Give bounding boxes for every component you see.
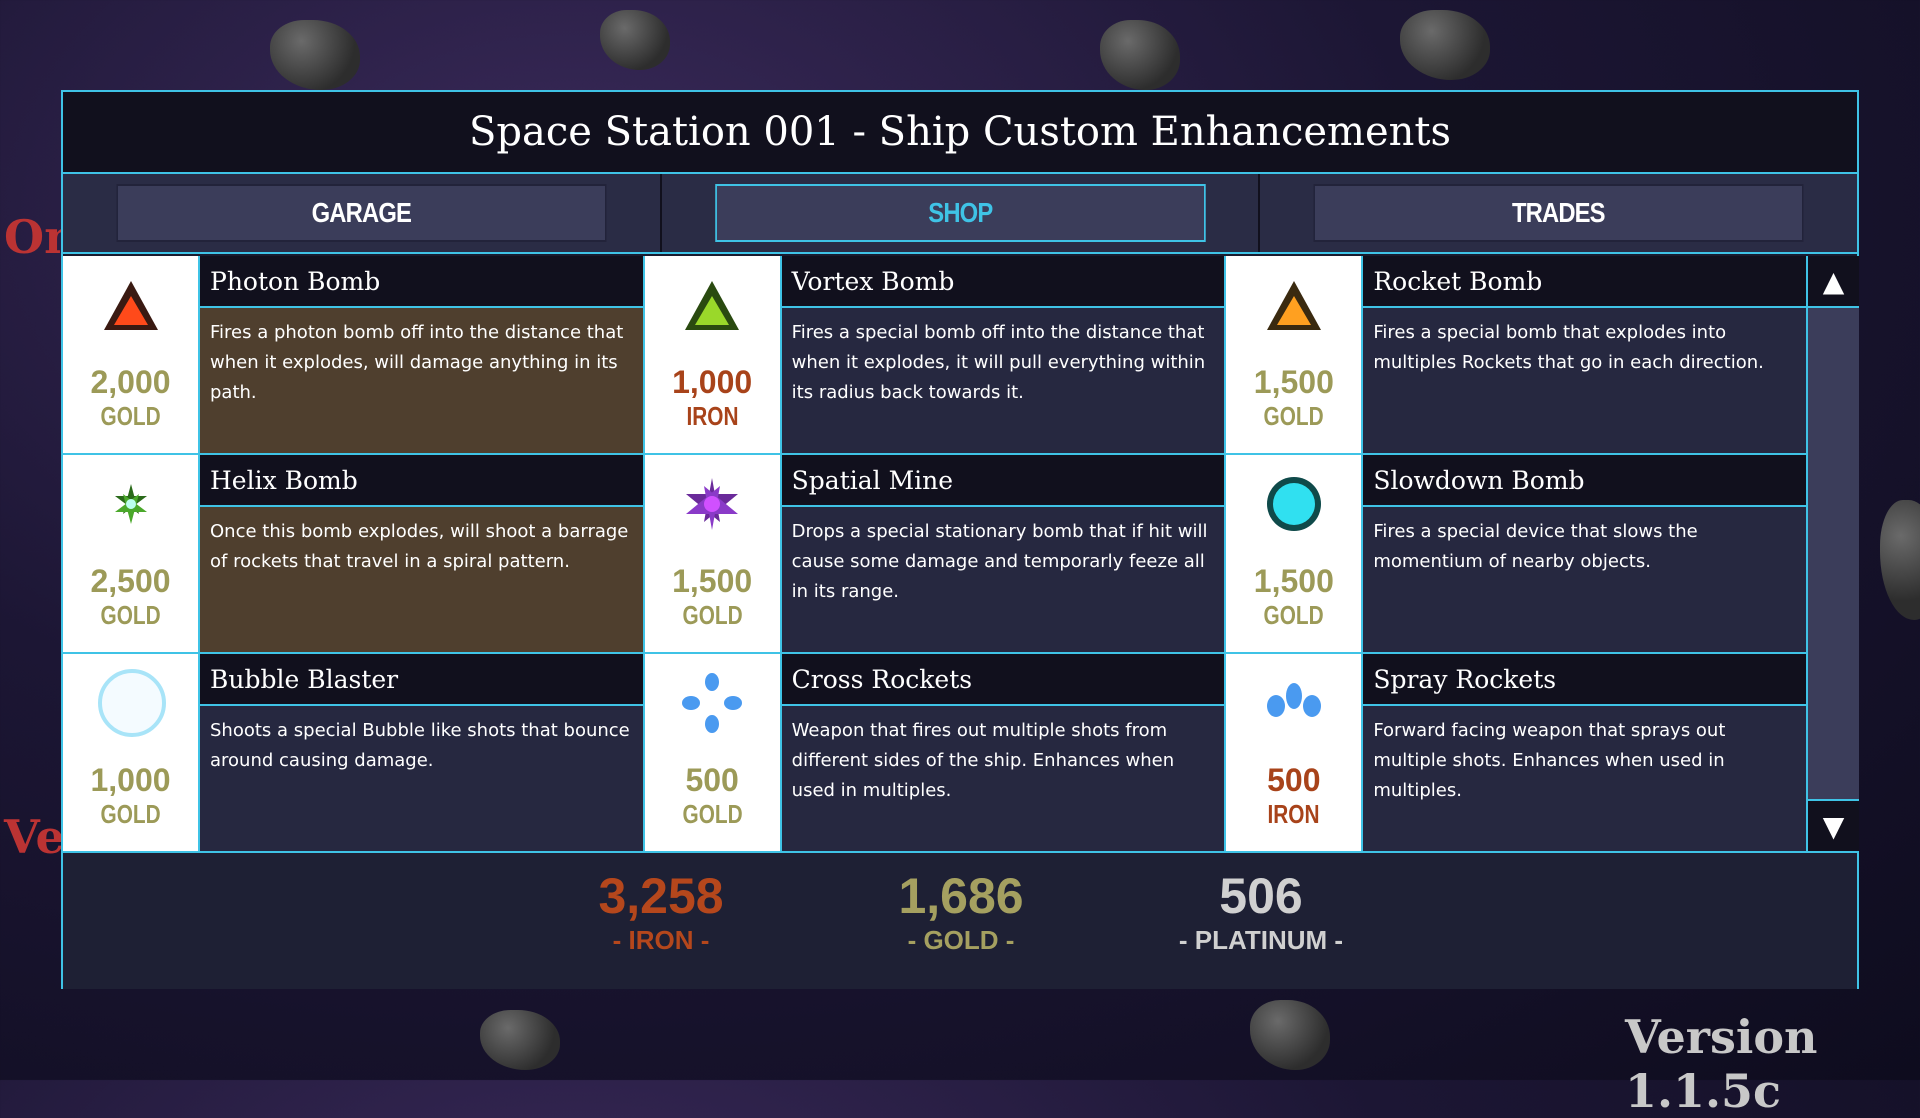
item-price: 1,000 xyxy=(672,364,753,400)
cyan-orb-icon xyxy=(1259,469,1329,539)
item-icon-cell[interactable]: 1,500 GOLD xyxy=(644,455,782,652)
resource-platinum: 506- PLATINUM - xyxy=(1161,867,1361,956)
item-icon-cell[interactable]: 500 GOLD xyxy=(644,654,782,851)
item-price: 1,000 xyxy=(90,762,171,798)
item-name: Rocket Bomb xyxy=(1363,256,1806,308)
item-name: Vortex Bomb xyxy=(781,256,1225,308)
resource-gold: 1,686- GOLD - xyxy=(861,867,1061,956)
resource-label: - GOLD - xyxy=(907,925,1015,955)
item-icon-cell[interactable]: 1,000 GOLD xyxy=(63,654,200,851)
scroll-up-button[interactable]: ▲ xyxy=(1808,256,1859,308)
shop-item-spray-rockets[interactable]: 500 IRON Spray Rockets Forward facing we… xyxy=(1226,654,1808,853)
resource-label: - IRON - xyxy=(612,925,710,955)
shop-panel: Space Station 001 - Ship Custom Enhancem… xyxy=(61,90,1859,989)
shop-item-photon-bomb[interactable]: 2,000 GOLD Photon Bomb Fires a photon bo… xyxy=(63,256,645,455)
asteroid xyxy=(1250,1000,1330,1070)
item-description: Weapon that fires out multiple shots fro… xyxy=(781,706,1225,851)
bg-text: Ve xyxy=(4,810,65,864)
item-price: 2,000 xyxy=(90,364,171,400)
scrollbar[interactable]: ▲ ▼ xyxy=(1808,256,1859,853)
item-description: Fires a photon bomb off into the distanc… xyxy=(200,308,643,453)
item-currency: GOLD xyxy=(100,799,161,829)
page-title: Space Station 001 - Ship Custom Enhancem… xyxy=(63,92,1857,174)
resource-footer: 3,258- IRON - 1,686- GOLD - 506- PLATINU… xyxy=(63,853,1857,989)
item-description: Fires a special device that slows the mo… xyxy=(1363,507,1806,652)
item-currency: GOLD xyxy=(100,401,161,431)
item-icon-cell[interactable]: 2,000 GOLD xyxy=(63,256,200,453)
item-currency: GOLD xyxy=(1263,600,1324,630)
bubble-icon xyxy=(96,668,166,738)
tab-garage[interactable]: GARAGE xyxy=(116,184,607,242)
resource-value: 506 xyxy=(1219,868,1303,924)
item-currency: IRON xyxy=(686,401,739,431)
item-price: 500 xyxy=(1267,762,1321,798)
shop-item-helix-bomb[interactable]: 2,500 GOLD Helix Bomb Once this bomb exp… xyxy=(63,455,645,654)
asteroid xyxy=(270,20,360,90)
item-description: Once this bomb explodes, will shoot a ba… xyxy=(200,507,643,652)
item-name: Bubble Blaster xyxy=(200,654,643,706)
item-name: Photon Bomb xyxy=(200,256,643,308)
cross-shots-icon xyxy=(677,668,747,738)
shop-item-rocket-bomb[interactable]: 1,500 GOLD Rocket Bomb Fires a special b… xyxy=(1226,256,1808,455)
item-currency: GOLD xyxy=(682,600,743,630)
asteroid xyxy=(480,1010,560,1070)
item-grid: 2,000 GOLD Photon Bomb Fires a photon bo… xyxy=(63,256,1808,853)
green-triangle-bomb-icon xyxy=(677,270,747,340)
shop-item-slowdown-bomb[interactable]: 1,500 GOLD Slowdown Bomb Fires a special… xyxy=(1226,455,1808,654)
asteroid xyxy=(1880,500,1920,620)
chevron-up-icon: ▲ xyxy=(1822,264,1845,298)
red-triangle-bomb-icon xyxy=(96,270,166,340)
item-price: 2,500 xyxy=(90,563,171,599)
item-price: 1,500 xyxy=(1253,563,1334,599)
item-name: Spatial Mine xyxy=(781,455,1225,507)
chevron-down-icon: ▼ xyxy=(1822,809,1845,843)
item-price: 1,500 xyxy=(1253,364,1334,400)
item-currency: IRON xyxy=(1267,799,1320,829)
item-icon-cell[interactable]: 1,000 IRON xyxy=(644,256,782,453)
asteroid xyxy=(1100,20,1180,90)
item-name: Cross Rockets xyxy=(781,654,1225,706)
item-icon-cell[interactable]: 500 IRON xyxy=(1226,654,1364,851)
item-name: Slowdown Bomb xyxy=(1363,455,1806,507)
item-price: 1,500 xyxy=(672,563,753,599)
tab-trades[interactable]: TRADES xyxy=(1313,184,1804,242)
item-description: Fires a special bomb that explodes into … xyxy=(1363,308,1806,453)
item-description: Forward facing weapon that sprays out mu… xyxy=(1363,706,1806,851)
shop-item-cross-rockets[interactable]: 500 GOLD Cross Rockets Weapon that fires… xyxy=(644,654,1227,853)
item-name: Helix Bomb xyxy=(200,455,643,507)
item-currency: GOLD xyxy=(100,600,161,630)
scroll-down-button[interactable]: ▼ xyxy=(1808,799,1859,851)
shop-item-spatial-mine[interactable]: 1,500 GOLD Spatial Mine Drops a special … xyxy=(644,455,1227,654)
asteroid xyxy=(600,10,670,70)
resource-value: 1,686 xyxy=(898,868,1024,924)
resource-value: 3,258 xyxy=(598,868,724,924)
item-price: 500 xyxy=(685,762,739,798)
item-icon-cell[interactable]: 2,500 GOLD xyxy=(63,455,200,652)
resource-iron: 3,258- IRON - xyxy=(561,867,761,956)
item-description: Fires a special bomb off into the distan… xyxy=(781,308,1225,453)
tab-shop[interactable]: SHOP xyxy=(714,184,1206,242)
shop-item-bubble-blaster[interactable]: 1,000 GOLD Bubble Blaster Shoots a speci… xyxy=(63,654,645,853)
green-star-bomb-icon xyxy=(96,469,166,539)
item-description: Shoots a special Bubble like shots that … xyxy=(200,706,643,851)
item-icon-cell[interactable]: 1,500 GOLD xyxy=(1226,256,1364,453)
shop-item-vortex-bomb[interactable]: 1,000 IRON Vortex Bomb Fires a special b… xyxy=(644,256,1227,455)
tab-bar: GARAGE SHOP TRADES xyxy=(63,174,1857,254)
version-label: Version 1.1.5c xyxy=(1625,1010,1818,1118)
resource-label: - PLATINUM - xyxy=(1178,925,1344,955)
item-icon-cell[interactable]: 1,500 GOLD xyxy=(1226,455,1364,652)
purple-star-mine-icon xyxy=(677,469,747,539)
spray-shots-icon xyxy=(1259,668,1329,738)
item-currency: GOLD xyxy=(682,799,743,829)
item-currency: GOLD xyxy=(1263,401,1324,431)
item-description: Drops a special stationary bomb that if … xyxy=(781,507,1225,652)
item-name: Spray Rockets xyxy=(1363,654,1806,706)
asteroid xyxy=(1400,10,1490,80)
orange-triangle-bomb-icon xyxy=(1259,270,1329,340)
